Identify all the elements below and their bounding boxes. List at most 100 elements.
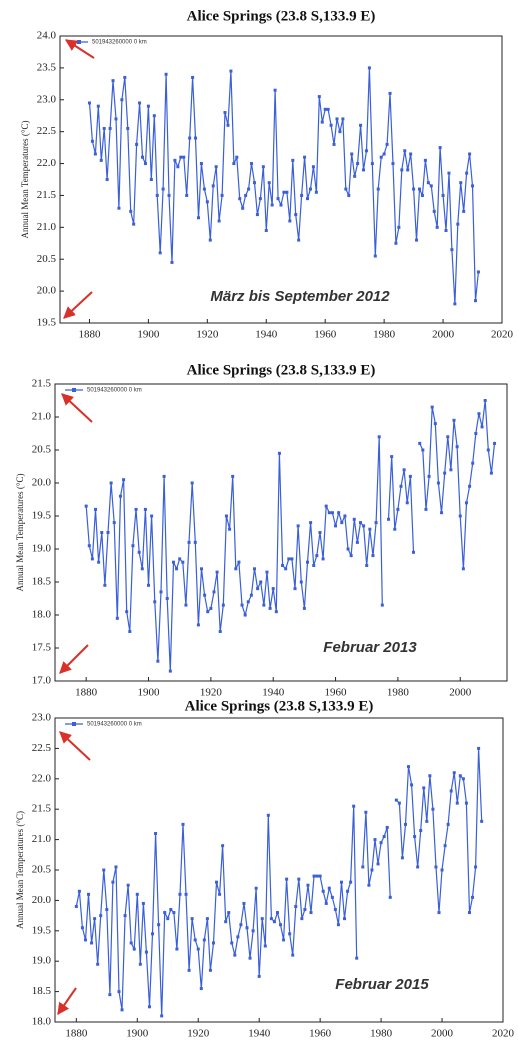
data-point [126, 126, 130, 130]
y-tick-label: 22.0 [32, 772, 52, 784]
data-point [108, 126, 112, 130]
data-point [87, 101, 91, 105]
arrow [57, 987, 77, 1015]
data-point [120, 1008, 124, 1012]
data-point [250, 162, 254, 166]
data-point [318, 874, 322, 878]
data-point [480, 819, 484, 823]
data-point [397, 225, 401, 229]
data-point [474, 865, 478, 869]
data-point [326, 107, 330, 111]
data-point [111, 880, 115, 884]
data-point [80, 926, 84, 930]
data-point [474, 432, 478, 435]
data-point [335, 117, 339, 121]
x-tick-label: 1980 [370, 1028, 393, 1040]
data-point [253, 567, 257, 571]
data-point [471, 461, 475, 465]
data-point [293, 587, 297, 591]
data-point [344, 187, 348, 191]
data-point [196, 216, 200, 220]
y-tick-label: 23.0 [37, 93, 57, 105]
data-point [126, 883, 130, 887]
y-tick-label: 21.5 [32, 378, 52, 390]
data-point [132, 222, 136, 226]
data-point [276, 197, 280, 201]
data-point [459, 181, 463, 185]
y-tick-label: 21.0 [37, 221, 57, 233]
data-point [164, 72, 168, 76]
data-point [90, 557, 94, 561]
data-point [349, 880, 353, 884]
y-tick-label: 19.5 [32, 924, 52, 936]
data-point [440, 511, 444, 515]
data-point [281, 564, 285, 567]
data-point [336, 923, 340, 927]
series-line [88, 67, 479, 304]
data-point [150, 514, 154, 518]
data-point [154, 832, 158, 836]
data-point [412, 187, 416, 191]
data-point [205, 200, 209, 204]
data-point [172, 911, 176, 915]
data-point [176, 165, 180, 169]
data-point [340, 521, 344, 525]
data-point [391, 162, 395, 166]
data-point [361, 865, 365, 869]
y-axis-label: Annual Mean Temperatures (°C) [20, 120, 30, 238]
data-point [270, 203, 274, 207]
data-point [393, 527, 397, 531]
y-tick-label: 17.0 [32, 675, 52, 687]
data-point [320, 120, 324, 124]
data-point [374, 521, 378, 525]
data-point [239, 923, 243, 927]
data-point [371, 554, 375, 558]
data-point [452, 771, 456, 775]
y-axis-label: Annual Mean Temperatures (°C) [15, 811, 25, 929]
data-point [303, 155, 307, 159]
data-point [338, 130, 342, 134]
data-point [245, 926, 249, 930]
y-tick-label: 18.5 [32, 985, 52, 997]
data-point [146, 104, 150, 108]
series-line [387, 456, 415, 553]
data-point [123, 75, 127, 79]
y-tick-label: 18.5 [32, 576, 52, 588]
y-tick-label: 18.0 [32, 1016, 52, 1028]
data-point [296, 524, 300, 528]
data-point [274, 610, 278, 614]
data-point [112, 521, 116, 525]
x-tick-label: 1960 [325, 687, 348, 699]
data-point [397, 801, 401, 805]
data-point [477, 746, 481, 750]
data-point [199, 987, 203, 991]
data-point [117, 206, 121, 210]
data-point [455, 801, 459, 805]
y-axis-label: Annual Mean Temperatures (°C) [15, 473, 25, 591]
series-line [75, 806, 358, 1016]
x-tick-label: 2000 [432, 329, 455, 341]
data-point [317, 95, 321, 99]
data-point [403, 149, 407, 153]
x-tick-label: 1980 [387, 687, 410, 699]
data-point [440, 868, 444, 872]
data-point [285, 190, 289, 194]
data-point [99, 914, 103, 918]
data-point [236, 935, 240, 939]
data-point [212, 590, 216, 594]
data-point [77, 889, 81, 893]
data-point [129, 209, 133, 213]
data-point [308, 187, 312, 191]
arrow [63, 291, 93, 319]
data-point [108, 993, 112, 997]
data-point [234, 567, 238, 571]
x-tick-label: 1960 [309, 1028, 332, 1040]
data-point [428, 774, 432, 778]
data-point [169, 908, 173, 912]
data-point [330, 511, 334, 515]
x-tick-label: 1940 [262, 687, 285, 699]
data-point [138, 101, 142, 105]
data-point [318, 531, 322, 534]
x-tick-label: 1920 [196, 329, 219, 341]
data-point [252, 181, 256, 185]
